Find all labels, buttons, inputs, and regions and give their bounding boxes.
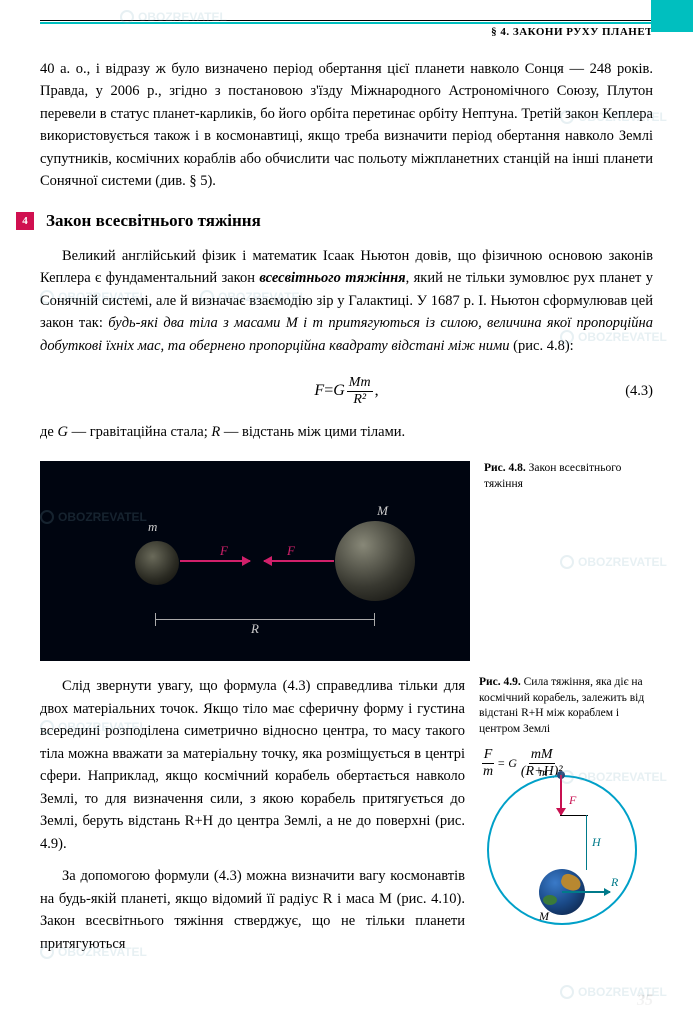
figure-49-column: Рис. 4.9. Сила тяжіння, яка діє на космі… — [479, 675, 653, 965]
force-arrow-right-icon — [180, 560, 250, 562]
mass-big-m-icon — [335, 521, 415, 601]
fig48-caption-bold: Рис. 4.8. — [484, 462, 526, 474]
fig49-lhs-den: m — [481, 764, 495, 779]
fig49-M-label: M — [539, 909, 549, 924]
paragraph-1: 40 а. о., і відразу ж було визначено пер… — [40, 58, 653, 193]
p3-R: R — [211, 424, 220, 440]
fig49-H-label: H — [592, 835, 601, 850]
formula-comma: , — [375, 382, 379, 400]
p3-G: G — [57, 424, 67, 440]
mass-m-label: m — [148, 519, 157, 535]
formula-num: Mm — [347, 375, 373, 391]
section-label: § 4. ЗАКОНИ РУХУ ПЛАНЕТ — [40, 26, 653, 38]
p3-b: — гравітаційна стала; — [68, 424, 211, 440]
corner-tab — [651, 0, 693, 32]
fig49-rhs-num: mM — [529, 747, 555, 763]
figure-49-caption: Рис. 4.9. Сила тяжіння, яка діє на космі… — [479, 675, 653, 737]
force-label-2: F — [287, 543, 295, 559]
fig49-F-label: F — [569, 793, 576, 808]
lower-text-column: Слід звернути увагу, що формула (4.3) сп… — [40, 675, 465, 965]
force-arrow-down-icon — [560, 775, 562, 815]
fig49-m-label: m — [539, 765, 548, 780]
paragraph-2: Великий англійський фізик і математик Іс… — [40, 245, 653, 357]
lower-columns: Слід звернути увагу, що формула (4.3) сп… — [40, 675, 653, 965]
force-label-1: F — [220, 543, 228, 559]
fig49-lhs-frac: F m — [481, 747, 495, 779]
section-heading-row: 4 Закон всесвітнього тяжіння — [16, 211, 653, 231]
header-rule — [40, 20, 653, 24]
figure-row: m M F F R Рис. 4.8. Закон всесвітнього т… — [40, 461, 653, 661]
paragraph-5: За допомогою формули (4.3) можна визначи… — [40, 865, 465, 955]
distance-label: R — [251, 621, 259, 637]
fig49-lhs-num: F — [482, 747, 495, 763]
figure-4-8: m M F F R — [40, 461, 470, 661]
figure-48-caption: Рис. 4.8. Закон всесвітнього тяжіння — [484, 461, 653, 661]
formula-4-3: F = G Mm R² , (4.3) — [40, 375, 653, 407]
p3-c: — відстань між цими тілами. — [220, 424, 405, 440]
distance-tick-left — [155, 613, 156, 626]
distance-tick-right — [374, 613, 375, 626]
mass-big-m-label: M — [377, 503, 388, 519]
figure-4-9: F m = G mM (R+H)² m F H — [479, 747, 649, 932]
h-segment-icon — [560, 815, 588, 816]
formula-fraction: Mm R² — [347, 375, 373, 407]
formula-den: R² — [351, 392, 368, 407]
force-arrow-left-icon — [264, 560, 334, 562]
paragraph-3: де G — гравітаційна стала; R — відстань … — [40, 421, 653, 443]
r-segment-icon — [562, 891, 610, 893]
formula-eq: = — [324, 382, 333, 400]
mass-m-icon — [135, 541, 179, 585]
fig49-eq: = G — [497, 756, 517, 771]
watermark-text: OBOZREVATEL — [578, 985, 667, 999]
page: § 4. ЗАКОНИ РУХУ ПЛАНЕТ 40 а. о., і відр… — [0, 0, 693, 1024]
section-badge: 4 — [16, 212, 34, 230]
p3-a: де — [40, 424, 57, 440]
h-vertical-icon — [586, 815, 587, 870]
paragraph-4: Слід звернути увагу, що формула (4.3) сп… — [40, 675, 465, 855]
formula-F: F — [314, 382, 324, 400]
p2-e: (рис. 4.8): — [510, 338, 574, 354]
watermark-icon — [560, 985, 574, 999]
formula-number: (4.3) — [625, 383, 653, 400]
p2-b: всесвітнього тяжіння — [259, 270, 405, 286]
section-heading: Закон всесвітнього тяжіння — [46, 211, 261, 231]
page-number: 35 — [637, 992, 653, 1010]
fig49-caption-bold: Рис. 4.9. — [479, 676, 521, 688]
distance-line-icon — [155, 619, 375, 620]
formula-G: G — [333, 382, 345, 400]
fig49-R-label: R — [611, 875, 618, 890]
